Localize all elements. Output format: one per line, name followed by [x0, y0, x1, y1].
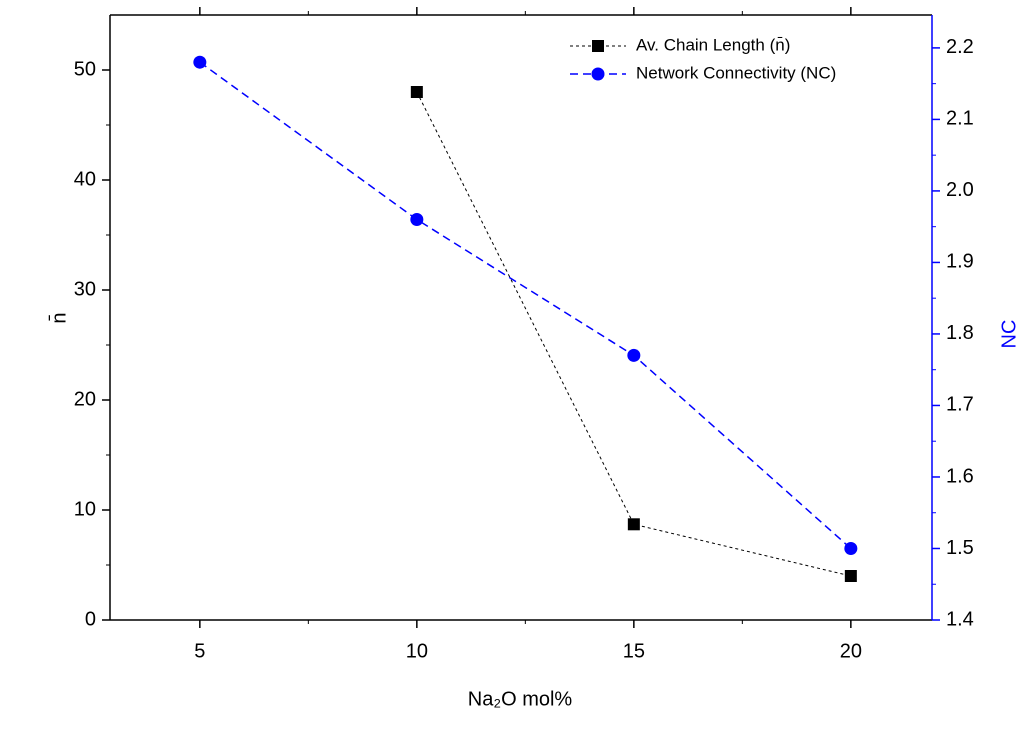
y2-tick-label: 2.0	[946, 179, 974, 201]
y-tick-label: 20	[74, 388, 96, 410]
y-axis-label: n̄	[47, 312, 70, 323]
y-tick-label: 50	[74, 58, 96, 80]
y2-tick-label: 1.5	[946, 537, 974, 559]
y2-axis-label: NC	[998, 320, 1020, 349]
y-tick-label: 30	[74, 278, 96, 300]
data-point	[410, 213, 424, 227]
legend-label: Network Connectivity (NC)	[636, 63, 836, 82]
y2-tick-label: 2.1	[946, 108, 974, 130]
y2-tick-label: 1.9	[946, 251, 974, 273]
y2-tick-label: 1.4	[946, 608, 974, 630]
y2-tick-label: 1.8	[946, 322, 974, 344]
x-tick-label: 20	[840, 640, 862, 662]
data-point	[844, 541, 858, 555]
series-line	[416, 91, 851, 577]
data-point	[193, 55, 207, 69]
x-tick-label: 15	[623, 640, 645, 662]
legend-marker	[591, 67, 605, 81]
y2-tick-label: 1.6	[946, 465, 974, 487]
data-point	[627, 348, 641, 362]
data-point	[410, 86, 423, 98]
series-line	[199, 61, 852, 550]
y-tick-label: 40	[74, 168, 96, 190]
x-axis-label: Na₂O mol%	[468, 688, 573, 710]
x-tick-label: 10	[406, 640, 428, 662]
y-tick-label: 10	[74, 498, 96, 520]
y-tick-label: 0	[85, 608, 96, 630]
x-tick-label: 5	[194, 640, 205, 662]
y2-tick-label: 1.7	[946, 394, 974, 416]
y2-tick-label: 2.2	[946, 36, 974, 58]
data-point	[844, 570, 857, 582]
data-point	[627, 518, 640, 531]
legend-marker	[592, 40, 604, 52]
legend-label: Av. Chain Length (n̄)	[636, 35, 790, 54]
